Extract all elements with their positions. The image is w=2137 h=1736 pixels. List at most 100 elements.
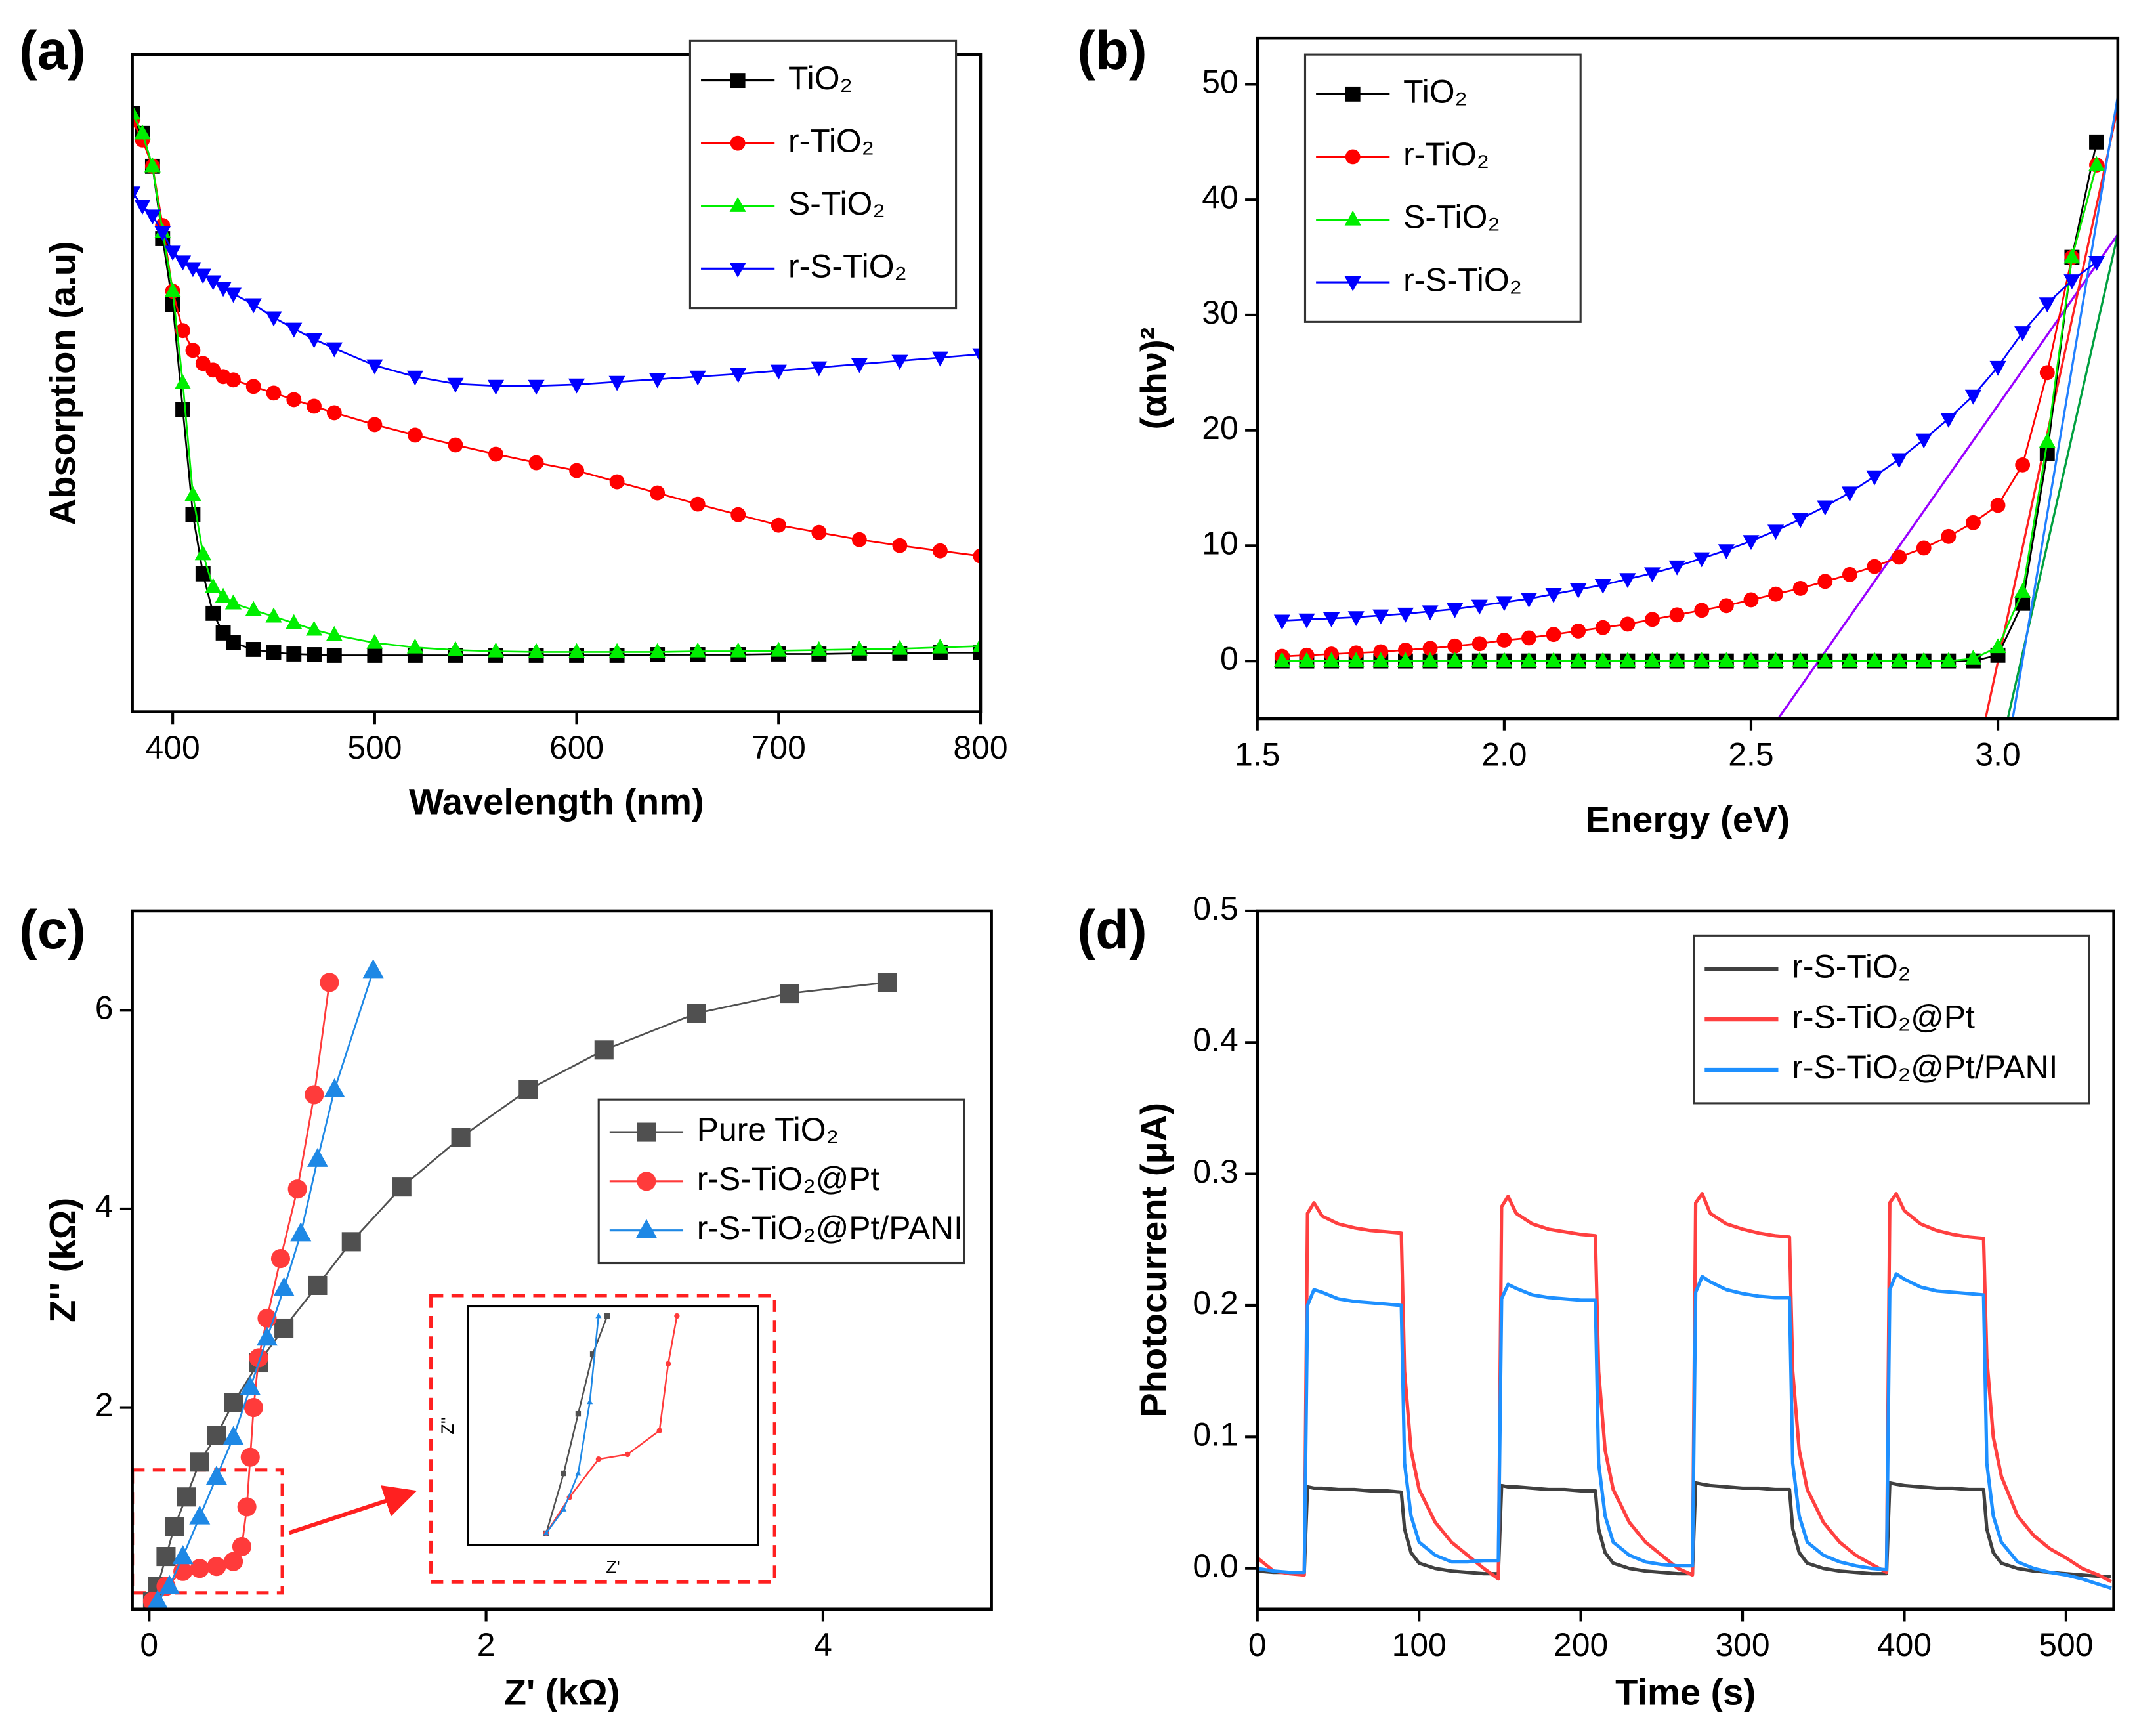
marker [224, 287, 242, 303]
marker [2063, 274, 2081, 289]
marker [1668, 560, 1685, 576]
plot-area [1273, 95, 2118, 719]
inset-y-label: Z'' [438, 1417, 457, 1435]
series-line [157, 970, 374, 1602]
marker [1594, 578, 1611, 594]
marker [649, 373, 666, 389]
marker [543, 1529, 549, 1536]
marker [1545, 652, 1562, 667]
marker [1990, 498, 2006, 513]
y-tick-label: 0.1 [1193, 1416, 1238, 1452]
inset-x-label: Z' [606, 1557, 620, 1577]
marker [1817, 574, 1833, 589]
marker [215, 282, 232, 297]
marker [451, 1128, 471, 1147]
marker [1892, 549, 1907, 565]
marker [1693, 552, 1710, 568]
marker [2089, 134, 2104, 150]
legend-label: r-TiO₂ [1403, 136, 1489, 173]
marker [1619, 573, 1636, 589]
marker [1422, 605, 1439, 621]
marker [1915, 652, 1932, 667]
marker [1298, 652, 1315, 667]
marker [1447, 652, 1464, 667]
marker [561, 1506, 567, 1512]
marker [689, 370, 706, 386]
marker [245, 642, 261, 657]
legend-label: TiO₂ [1403, 74, 1468, 110]
marker [243, 1398, 263, 1418]
marker [392, 1177, 412, 1197]
marker [447, 377, 464, 393]
legend-label: r-S-TiO₂@Pt [1792, 998, 1975, 1035]
marker [1966, 515, 1981, 530]
marker [1496, 596, 1513, 612]
marker [2063, 248, 2081, 264]
marker [730, 73, 746, 89]
x-axis-label: Wavelength (nm) [409, 781, 704, 822]
marker [1964, 649, 1982, 665]
marker [528, 643, 545, 658]
x-tick-label: 400 [1877, 1626, 1932, 1663]
marker [367, 417, 383, 433]
x-tick-label: 700 [751, 729, 806, 766]
marker [2039, 433, 2056, 448]
y-axis-label: Photocurrent (μA) [1133, 1103, 1174, 1418]
marker [226, 635, 241, 650]
marker [1620, 616, 1636, 632]
x-tick-label: 600 [549, 729, 604, 766]
marker [487, 379, 505, 395]
inset-frame-dashed [429, 1294, 776, 1584]
marker [184, 486, 201, 501]
marker [637, 1172, 656, 1191]
marker [1447, 603, 1464, 618]
marker [568, 378, 585, 394]
legend-label: r-S-TiO₂@Pt/PANI [697, 1210, 963, 1246]
marker [1767, 652, 1785, 667]
marker [1521, 630, 1536, 646]
marker [274, 1318, 294, 1338]
legend-label: r-S-TiO₂ [788, 247, 907, 284]
marker [770, 364, 787, 380]
marker [1398, 642, 1413, 658]
marker [326, 342, 343, 358]
marker [608, 375, 625, 391]
marker [1842, 566, 1857, 582]
marker [1344, 210, 1361, 226]
marker [154, 226, 171, 242]
marker [811, 524, 827, 540]
x-tick-label: 500 [347, 729, 402, 766]
marker [1323, 612, 1340, 627]
marker [1344, 276, 1361, 291]
plot-area [132, 104, 981, 663]
marker [194, 545, 211, 561]
marker [972, 348, 981, 364]
marker [1718, 598, 1734, 614]
marker [1545, 588, 1562, 603]
x-tick-label: 100 [1392, 1626, 1447, 1663]
marker [290, 1222, 312, 1242]
marker [406, 638, 423, 654]
marker [1989, 638, 2006, 654]
marker [205, 1466, 227, 1485]
marker [1940, 652, 1957, 667]
marker [587, 1398, 593, 1405]
marker [1298, 613, 1315, 629]
marker [190, 1559, 209, 1578]
marker [305, 1085, 324, 1105]
marker [877, 973, 897, 992]
marker [569, 463, 584, 478]
marker [164, 282, 181, 297]
marker [729, 197, 746, 212]
marker [134, 200, 151, 215]
marker [1619, 652, 1636, 667]
marker [687, 1004, 706, 1023]
y-tick-label: 50 [1202, 64, 1238, 100]
marker [2014, 582, 2031, 598]
marker [1496, 633, 1512, 648]
y-tick-label: 20 [1202, 410, 1238, 446]
marker [266, 385, 282, 401]
y-tick-label: 10 [1202, 525, 1238, 562]
marker [851, 640, 868, 656]
marker [1743, 535, 1760, 551]
